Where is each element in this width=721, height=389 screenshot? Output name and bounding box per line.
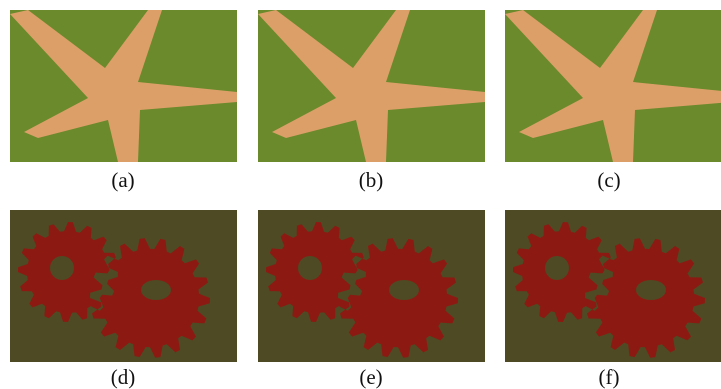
image [505, 210, 721, 362]
panel-label: (e) [359, 365, 382, 389]
panel-f: (f) [505, 210, 721, 389]
panel-b: (b) [258, 10, 485, 192]
panel-a: (a) [10, 10, 237, 192]
figure: (a) (b) (c) (d) (e) (f) [0, 0, 721, 389]
image [258, 10, 485, 162]
image [505, 10, 721, 162]
image [10, 10, 237, 162]
panel-c: (c) [505, 10, 721, 192]
image [10, 210, 237, 362]
panel-label: (d) [111, 365, 136, 389]
panel-label: (b) [359, 168, 384, 192]
image [258, 210, 485, 362]
panel-label: (f) [599, 365, 620, 389]
panel-e: (e) [258, 210, 485, 389]
panel-label: (c) [597, 168, 620, 192]
panel-d: (d) [10, 210, 237, 389]
panel-label: (a) [111, 168, 134, 192]
